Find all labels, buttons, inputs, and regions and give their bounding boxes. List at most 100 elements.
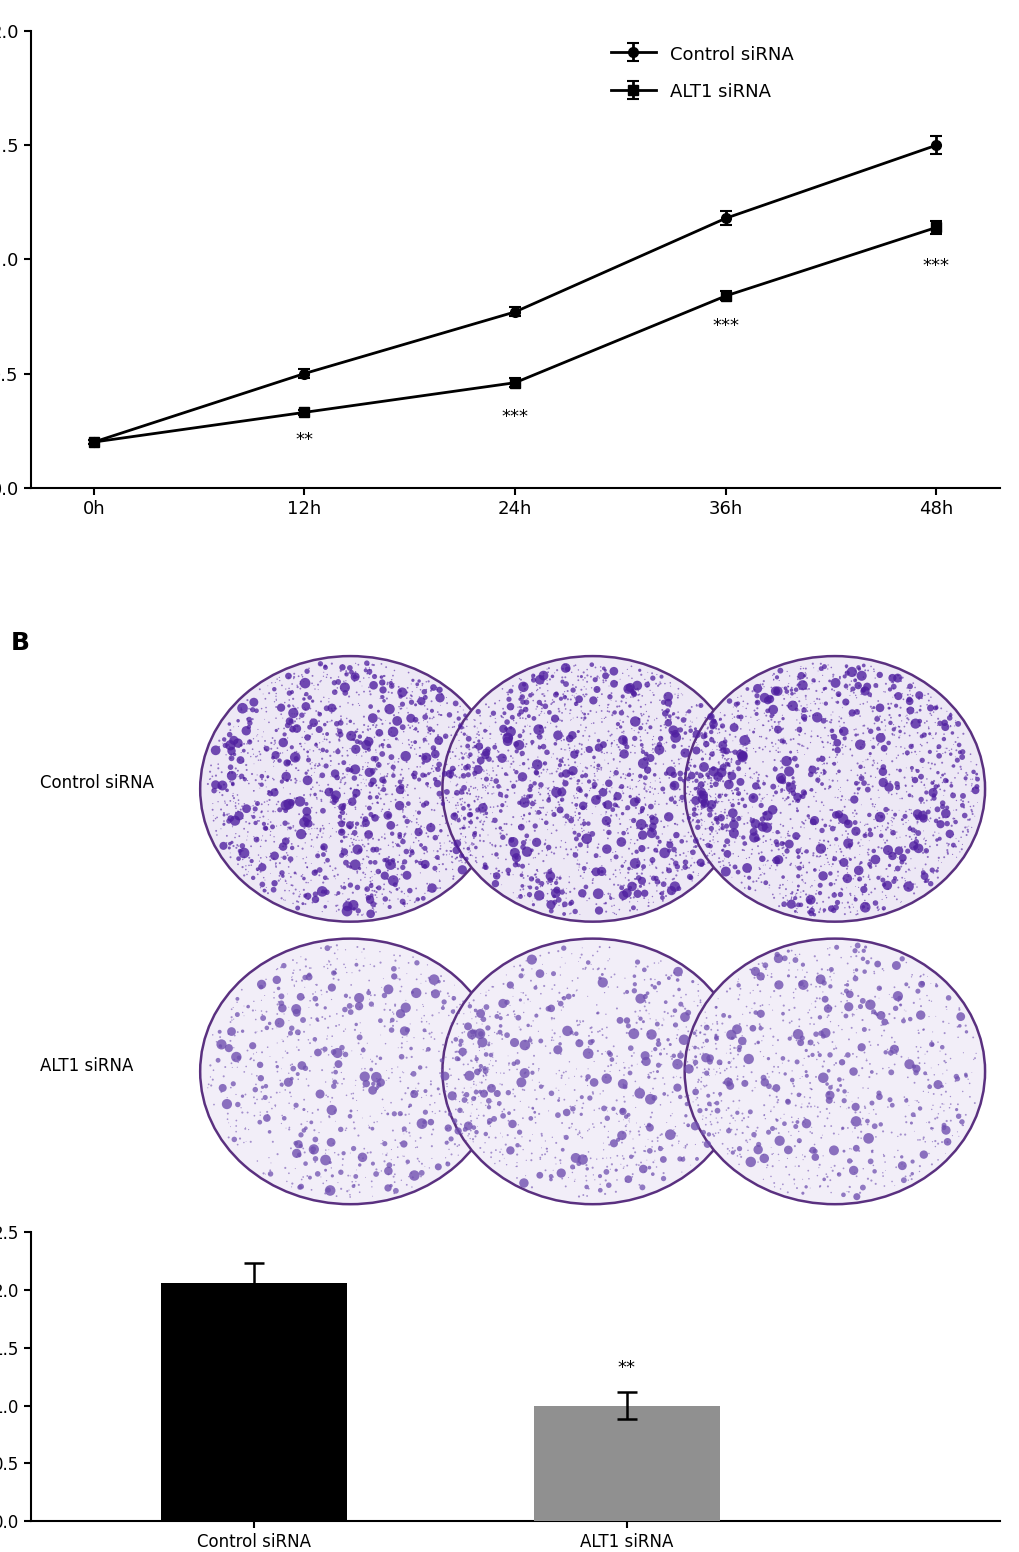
Point [366,954,382,979]
Point [308,973,324,998]
Point [860,1029,876,1054]
Point [751,782,767,807]
Point [566,765,582,790]
Point [636,1111,652,1136]
Point [754,750,770,774]
Point [682,714,698,739]
Point [613,844,630,869]
Point [311,709,327,734]
Point [647,1007,663,1032]
Point [842,847,858,872]
Point [221,731,237,756]
Point [758,1062,774,1086]
Point [453,787,470,812]
Point [710,784,727,809]
Point [758,815,774,840]
Point [682,728,698,753]
Point [762,703,779,728]
Point [817,1162,834,1187]
Point [225,1035,242,1060]
Point [305,1136,321,1161]
Point [240,708,257,733]
Point [539,660,555,684]
Point [384,760,400,785]
Point [506,852,523,877]
Point [304,1100,320,1125]
Point [249,1020,265,1044]
Point [305,689,321,714]
Point [945,833,961,858]
Point [410,719,426,743]
Point [911,1096,927,1121]
Point [478,1041,494,1066]
Point [470,1062,486,1086]
Point [701,756,717,781]
Point [469,715,485,740]
Point [515,981,531,1006]
Point [579,669,595,694]
Point [459,751,475,776]
Point [668,1023,685,1048]
Point [280,666,297,691]
Point [699,1131,715,1156]
Point [353,770,369,795]
Point [266,979,282,1004]
Point [907,757,923,782]
Point [607,1051,624,1076]
Point [478,757,494,782]
Point [777,1155,794,1180]
Point [220,1021,236,1046]
Point [800,885,816,909]
Point [333,819,350,844]
Point [438,779,454,804]
Point [883,778,900,802]
Point [539,871,555,896]
Point [686,1052,702,1077]
Point [323,1156,339,1181]
Point [595,1138,611,1162]
Point [693,813,709,838]
Point [630,1153,646,1178]
Point [562,740,579,765]
Point [273,984,289,1009]
Point [217,733,233,757]
Point [360,717,376,742]
Point [597,1003,613,1027]
Point [780,683,796,708]
Point [276,691,292,715]
Point [580,702,596,726]
Point [591,844,607,869]
Point [768,664,785,689]
Point [872,709,889,734]
Point [795,1046,811,1071]
Point [549,939,566,964]
Point [586,1049,602,1074]
Point [575,818,591,843]
Point [459,743,475,768]
Point [236,1116,253,1141]
Point [750,866,766,891]
Point [915,1017,931,1041]
Point [216,801,232,826]
Point [381,711,397,736]
Point [737,764,753,788]
Point [264,1017,280,1041]
Point [438,691,454,715]
Point [296,1020,312,1044]
Point [859,892,875,917]
Point [721,1034,738,1058]
Point [615,720,632,745]
Point [434,993,450,1018]
Point [358,877,374,902]
Point [484,1054,500,1079]
Point [847,902,863,927]
Point [713,743,730,768]
Point [477,692,493,717]
Point [894,812,910,837]
Point [383,1060,399,1085]
Point [734,694,750,719]
Point [364,864,380,889]
Point [531,807,547,832]
Point [298,850,314,875]
Point [654,888,671,913]
